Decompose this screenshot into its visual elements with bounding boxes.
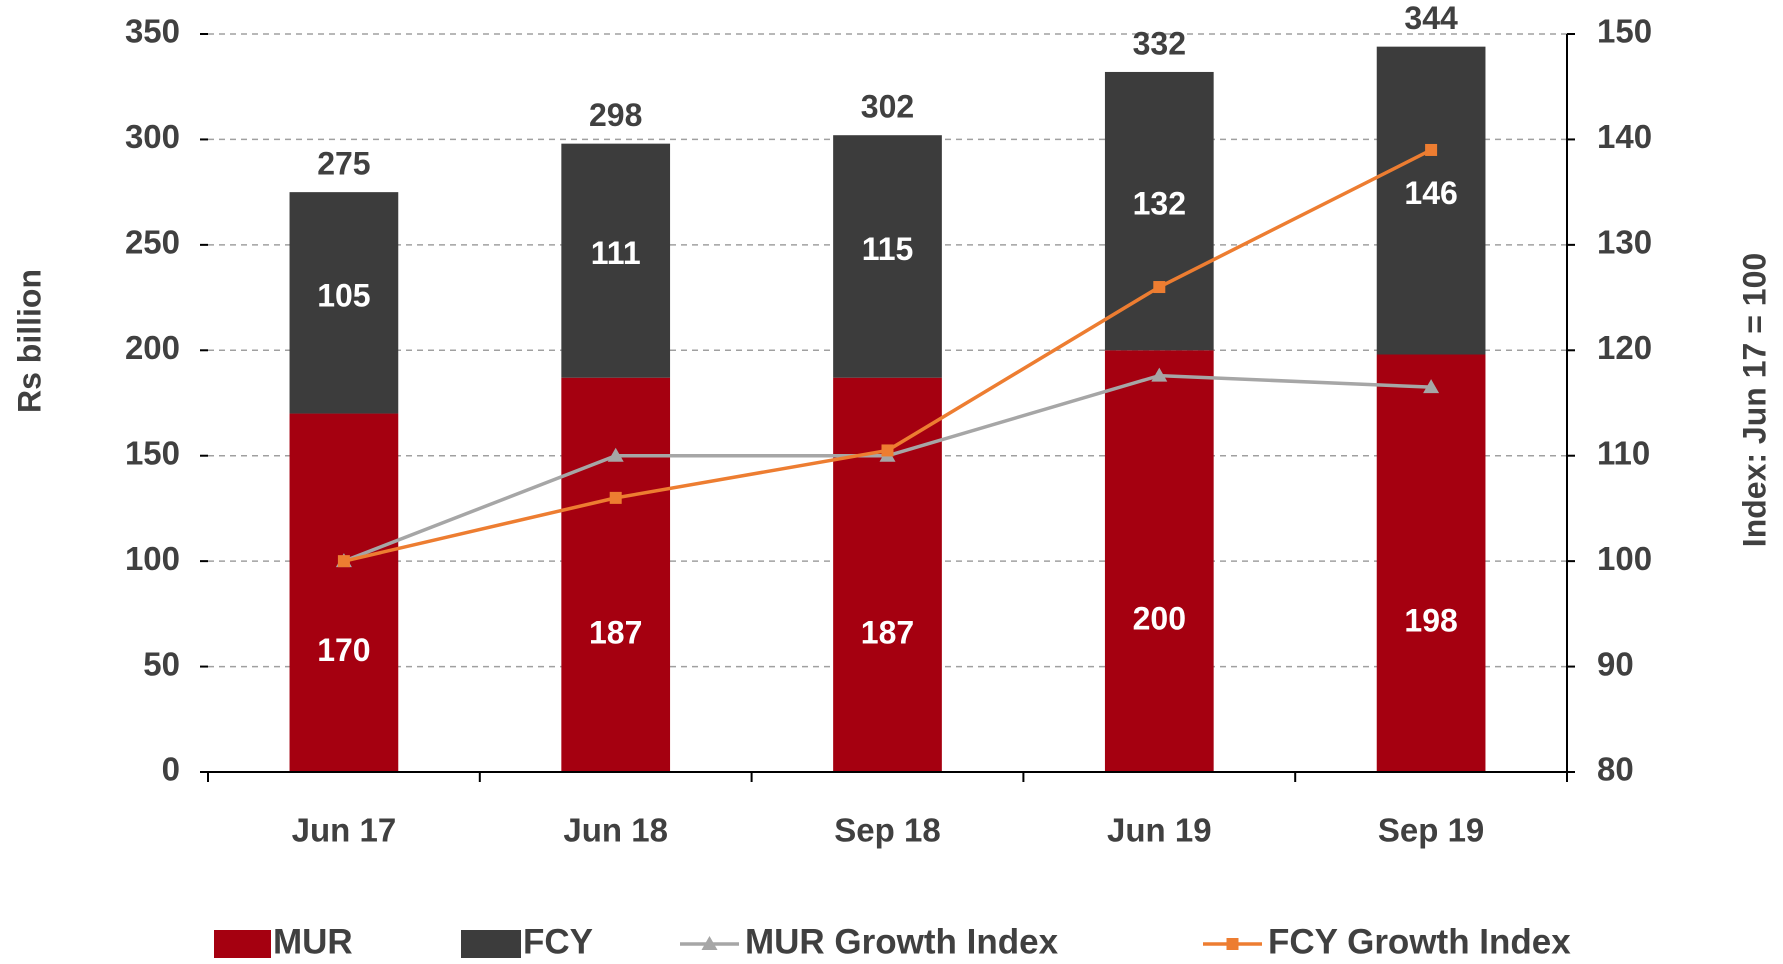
x-tick-label: Jun 19 bbox=[1107, 812, 1212, 849]
marker bbox=[1423, 379, 1440, 394]
total-label: 344 bbox=[1404, 0, 1458, 36]
bar bbox=[561, 377, 671, 772]
y2-tick-label: 130 bbox=[1597, 224, 1652, 261]
legend-label: MUR Growth Index bbox=[745, 922, 1059, 961]
marker bbox=[1153, 281, 1166, 294]
bar bbox=[289, 192, 399, 414]
marker bbox=[607, 447, 624, 462]
y-tick-label: 50 bbox=[143, 645, 180, 682]
y-axis-label: Rs billion bbox=[11, 269, 47, 413]
data-label: 111 bbox=[591, 235, 641, 271]
data-label: 115 bbox=[862, 231, 914, 267]
legend-swatch bbox=[214, 930, 271, 958]
x-tick-label: Jun 17 bbox=[292, 812, 397, 849]
y-tick-label: 100 bbox=[125, 540, 180, 577]
bar bbox=[561, 143, 671, 378]
marker bbox=[1151, 367, 1168, 382]
y2-tick-label: 150 bbox=[1597, 13, 1652, 50]
marker bbox=[609, 491, 622, 504]
legend-label: FCY Growth Index bbox=[1268, 922, 1571, 961]
bar bbox=[1376, 354, 1486, 772]
y-tick-label: 300 bbox=[125, 118, 180, 155]
y-tick-label: 250 bbox=[125, 224, 180, 261]
marker bbox=[337, 555, 350, 568]
bar bbox=[1376, 46, 1486, 355]
legend-marker bbox=[701, 936, 718, 950]
data-label: 187 bbox=[861, 614, 914, 650]
marker bbox=[881, 444, 894, 457]
legend-label: MUR bbox=[273, 922, 353, 961]
data-label: 105 bbox=[317, 277, 370, 313]
total-label: 332 bbox=[1133, 25, 1186, 61]
bar bbox=[833, 377, 942, 772]
x-tick-label: Jun 18 bbox=[563, 812, 668, 849]
total-label: 302 bbox=[861, 89, 914, 125]
y2-tick-label: 100 bbox=[1597, 540, 1652, 577]
legend-swatch bbox=[461, 930, 521, 958]
bar bbox=[1104, 350, 1214, 772]
bar bbox=[289, 413, 399, 772]
y-tick-label: 200 bbox=[125, 329, 180, 366]
bar bbox=[1104, 71, 1214, 351]
bar bbox=[833, 135, 942, 378]
x-tick-label: Sep 18 bbox=[834, 812, 940, 849]
data-label: 146 bbox=[1404, 175, 1457, 211]
y2-tick-label: 120 bbox=[1597, 329, 1652, 366]
y2-axis-label: Index: Jun 17 = 100 bbox=[1736, 253, 1772, 547]
total-label: 298 bbox=[589, 97, 642, 133]
y2-tick-label: 140 bbox=[1597, 118, 1652, 155]
data-label: 132 bbox=[1133, 186, 1186, 222]
total-label: 275 bbox=[317, 146, 370, 182]
data-label: 170 bbox=[317, 632, 370, 668]
y-tick-label: 350 bbox=[125, 13, 180, 50]
data-label: 200 bbox=[1133, 601, 1186, 637]
y2-tick-label: 110 bbox=[1597, 434, 1650, 471]
y-tick-label: 0 bbox=[162, 751, 180, 788]
legend-marker bbox=[1226, 938, 1239, 950]
data-label: 198 bbox=[1404, 603, 1457, 639]
y2-tick-label: 90 bbox=[1597, 645, 1634, 682]
marker bbox=[1425, 143, 1438, 156]
y-tick-label: 150 bbox=[125, 434, 180, 471]
legend-label: FCY bbox=[523, 922, 593, 961]
y2-tick-label: 80 bbox=[1597, 751, 1634, 788]
x-tick-label: Sep 19 bbox=[1378, 812, 1484, 849]
data-label: 187 bbox=[589, 614, 642, 650]
